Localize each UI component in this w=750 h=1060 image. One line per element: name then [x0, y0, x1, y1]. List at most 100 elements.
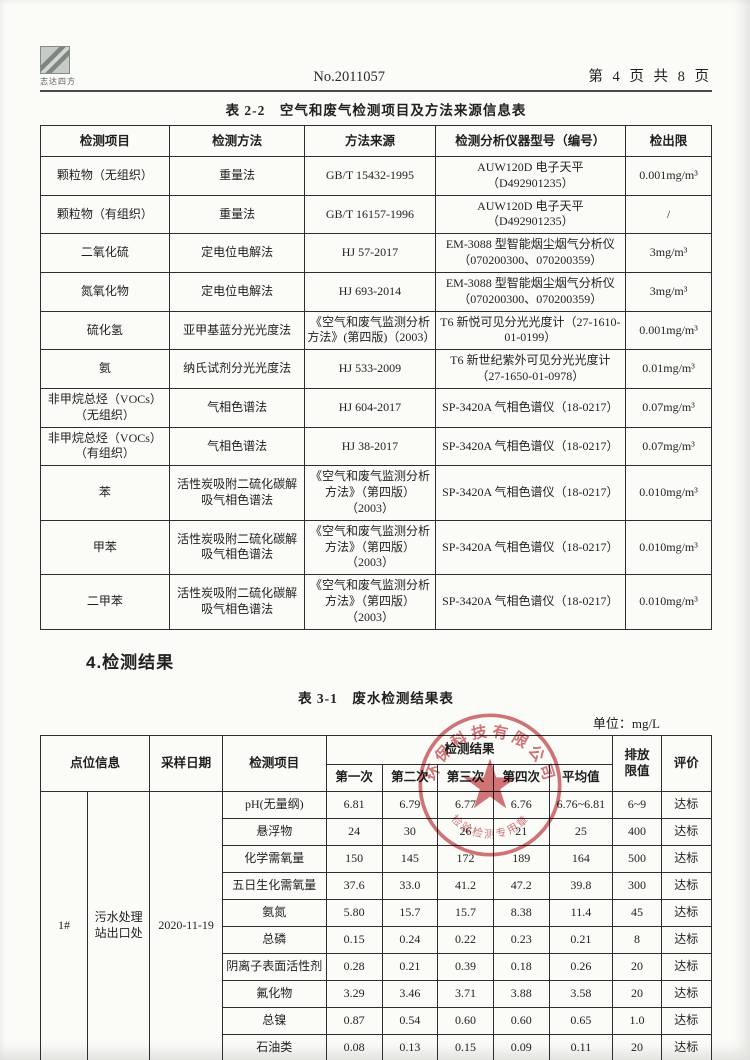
table-row: 阴离子表面活性剂 0.28 0.21 0.39 0.18 0.26 20 达标 [41, 952, 713, 981]
cell-item: 总镍 [221, 1006, 327, 1035]
cell-item: pH(无量纲) [221, 790, 327, 819]
cell-eval: 达标 [660, 898, 713, 927]
cell-v2: 3.46 [381, 979, 439, 1008]
table-row: 非甲烷总烃（VOCs）（无组织） 气相色谱法 HJ 604-2017 SP-3420A… [40, 387, 712, 428]
cell-limit: 8 [612, 925, 662, 954]
cell-avg: 0.21 [548, 925, 614, 954]
col-header-results: 检测结果 [325, 734, 614, 765]
cell-v4: 3.88 [492, 979, 550, 1008]
cell-instrument: EM-3088 型智能烟尘烟气分析仪（070200300、070200359） [434, 271, 627, 312]
cell-source: GB/T 15432-1995 [304, 156, 436, 196]
table-row: 氨纳氏试剂分光光度法 HJ 533-2009 T6 新世纪紫外可见分光光度计（27-… [40, 349, 712, 389]
cell-method: 活性炭吸附二硫化碳解吸气相色谱法 [168, 519, 306, 576]
cell-v4: 189 [492, 844, 550, 873]
cell-item: 颗粒物（有组织） [40, 194, 170, 235]
cell-v2: 0.21 [381, 952, 439, 981]
cell-item: 甲苯 [40, 519, 170, 576]
cell-limit: 45 [612, 898, 662, 927]
cell-v3: 41.2 [437, 871, 494, 900]
cell-eval: 达标 [660, 952, 713, 981]
table-row: 氮氧化物 定电位电解法 HJ 693-2014 EM-3088 型智能烟尘烟气分析仪（… [40, 271, 712, 312]
cell-item: 阴离子表面活性剂 [221, 952, 327, 981]
cell-limit: 0.01mg/m³ [625, 349, 712, 389]
cell-v2: 0.24 [381, 925, 439, 954]
cell-limit: 0.07mg/m³ [625, 426, 712, 467]
cell-avg: 39.8 [548, 871, 614, 900]
col-header-point: 点位信息 [39, 734, 151, 792]
cell-limit: 3mg/m³ [625, 233, 712, 273]
logo-icon [40, 46, 70, 74]
cell-item: 总磷 [221, 925, 327, 954]
cell-source: 《空气和废气监测分析方法》(第四版)（2003） [304, 310, 436, 351]
cell-avg: 11.4 [548, 898, 614, 927]
cell-instrument: AUW120D 电子天平（D492901235） [434, 156, 627, 196]
cell-avg: 6.76~6.81 [548, 790, 614, 819]
cell-v4: 0.18 [492, 952, 550, 981]
cell-v4: 21 [492, 817, 550, 846]
cell-instrument: T6 新世纪紫外可见分光光度计（27-1650-01-0978） [434, 349, 627, 389]
cell-limit: 0.07mg/m³ [625, 387, 712, 428]
page-header: 志达四方 No.2011057 第 4 页 共 8 页 [40, 46, 712, 92]
cell-limit: 400 [612, 817, 662, 846]
cell-method: 重量法 [168, 156, 306, 196]
cell-v3: 0.22 [437, 925, 494, 954]
cell-v1: 5.80 [325, 898, 383, 927]
cell-v2: 0.54 [381, 1006, 439, 1035]
cell-limit: 300 [612, 871, 662, 900]
cell-instrument: AUW120D 电子天平（D492901235） [434, 194, 627, 235]
cell-avg: 0.11 [548, 1033, 614, 1060]
cell-source: HJ 38-2017 [304, 426, 436, 467]
table3-caption: 表 3-1 废水检测结果表 [298, 690, 454, 706]
table-row: 氨氮 5.80 15.7 15.7 8.38 11.4 45 达标 [41, 898, 713, 927]
cell-method: 活性炭吸附二硫化碳解吸气相色谱法 [168, 574, 306, 630]
cell-eval: 达标 [660, 1033, 713, 1060]
cell-item: 悬浮物 [221, 817, 327, 846]
cell-v3: 3.71 [437, 979, 494, 1008]
cell-source: HJ 57-2017 [304, 233, 436, 273]
col-header-date: 采样日期 [149, 734, 223, 792]
cell-source: HJ 604-2017 [304, 387, 436, 428]
cell-v3: 26 [437, 817, 494, 846]
cell-item: 五日生化需氧量 [221, 871, 327, 900]
cell-eval: 达标 [660, 817, 713, 846]
report-number: No.2011057 [313, 69, 385, 85]
table-row: 二甲苯 活性炭吸附二硫化碳解吸气相色谱法 《空气和废气监测分析方法》（第四版）（20… [40, 574, 712, 630]
cell-limit: 0.001mg/m³ [625, 156, 712, 196]
cell-v2: 0.13 [381, 1033, 439, 1060]
table-row: 苯活性炭吸附二硫化碳解吸气相色谱法 《空气和废气监测分析方法》（第四版）（2003… [40, 465, 712, 521]
cell-method: 气相色谱法 [168, 387, 306, 428]
cell-instrument: T6 新悦可见分光光度计（27-1610-01-0199） [434, 310, 627, 351]
table-row: 硫化氢 亚甲基蓝分光光度法 《空气和废气监测分析方法》(第四版)（2003） T6 新… [40, 310, 712, 351]
page-indicator: 第 4 页 共 8 页 [588, 69, 712, 85]
cell-eval: 达标 [660, 1006, 713, 1035]
cell-item: 二甲苯 [40, 574, 170, 630]
cell-limit: 20 [612, 979, 662, 1008]
cell-limit: 3mg/m³ [625, 271, 712, 312]
method-source-table: 检测项目 检测方法 方法来源 检测分析仪器型号（编号） 检出限 颗粒物（无组织）… [40, 125, 712, 630]
cell-v3: 6.77 [437, 790, 494, 819]
cell-method: 纳氏试剂分光光度法 [168, 349, 306, 389]
table2-caption: 表 2-2 空气和废气检测项目及方法来源信息表 [225, 103, 527, 118]
cell-item: 非甲烷总烃（VOCs）（无组织） [40, 387, 170, 428]
col-header-test2: 第二次 [381, 763, 439, 792]
cell-item: 非甲烷总烃（VOCs）（有组织） [40, 426, 170, 467]
cell-eval: 达标 [660, 979, 713, 1008]
cell-v4: 0.09 [492, 1033, 550, 1060]
col-header-limit: 检出限 [625, 125, 712, 157]
cell-v3: 0.39 [437, 952, 494, 981]
cell-eval: 达标 [660, 844, 713, 873]
table-row: 颗粒物（有组织） 重量法 GB/T 16157-1996 AUW120D 电子天平（D… [40, 194, 712, 235]
cell-limit: 6~9 [612, 790, 662, 819]
cell-v3: 0.60 [437, 1006, 494, 1035]
col-header-test4: 第四次 [492, 763, 550, 792]
cell-avg: 164 [548, 844, 614, 873]
cell-instrument: SP-3420A 气相色谱仪（18-0217） [434, 426, 627, 467]
cell-instrument: EM-3088 型智能烟尘烟气分析仪（070200300、070200359） [434, 233, 627, 273]
cell-avg: 3.58 [548, 979, 614, 1008]
col-header-avg: 平均值 [548, 763, 614, 792]
cell-source: HJ 693-2014 [304, 271, 436, 312]
cell-v4: 47.2 [492, 871, 550, 900]
wastewater-results-table: 点位信息 采样日期 检测项目 检测结果 排放 限值 评价 第一次 第二次 第三次… [39, 734, 713, 1060]
cell-instrument: SP-3420A 气相色谱仪（18-0217） [434, 387, 627, 428]
cell-source: 《空气和废气监测分析方法》（第四版）（2003） [304, 465, 436, 521]
